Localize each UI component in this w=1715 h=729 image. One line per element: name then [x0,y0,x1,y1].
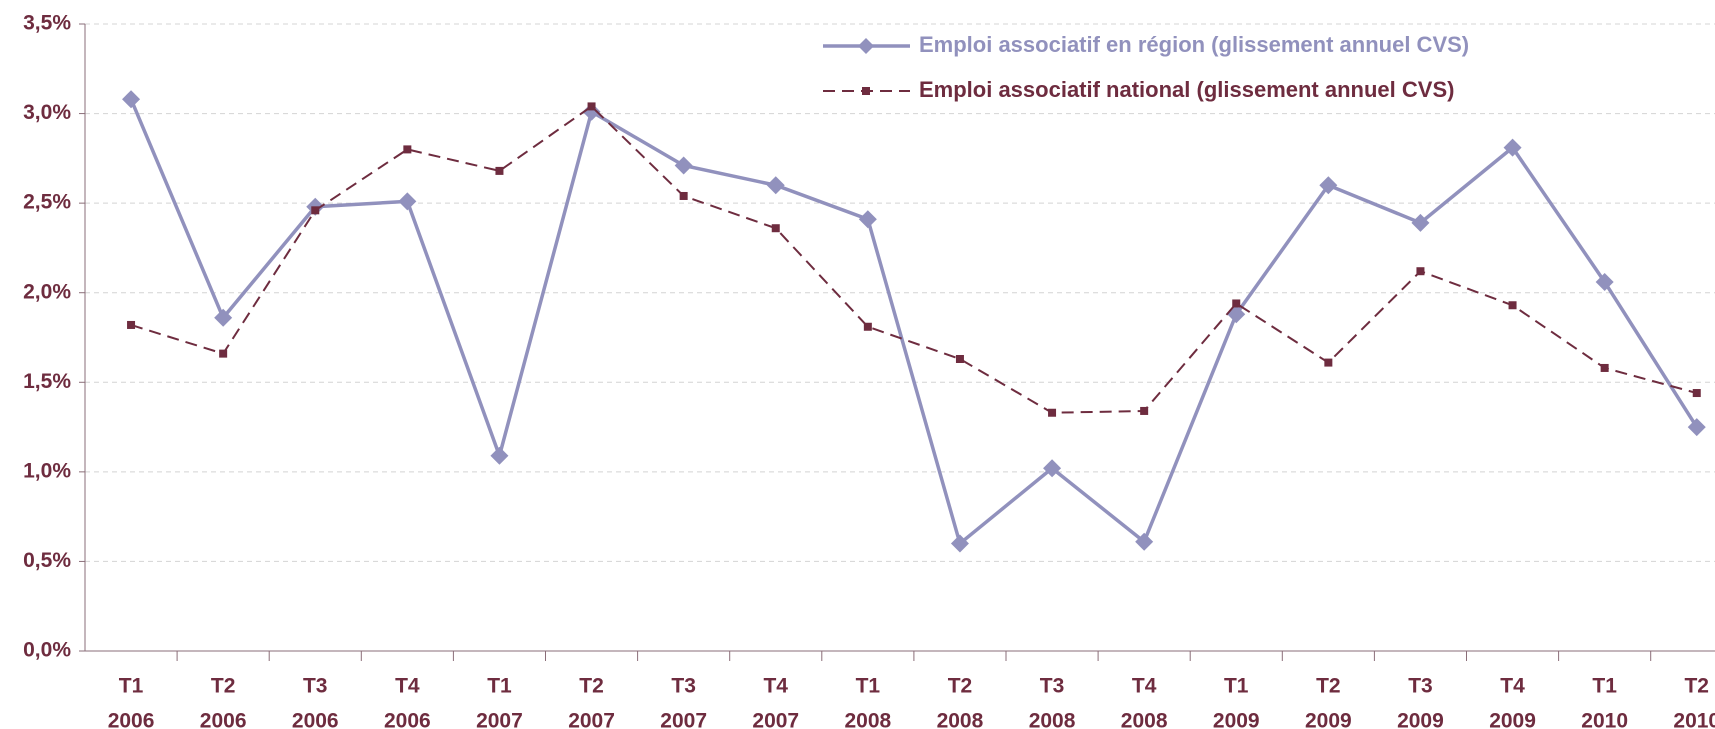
x-tick-label: T4 [395,675,420,698]
x-tick-label: 2008 [937,710,984,729]
x-tick-label: 2009 [1213,710,1260,729]
x-tick-label: T2 [579,675,604,698]
marker [858,210,877,229]
x-tick-label: 2009 [1489,710,1536,729]
marker [582,102,601,121]
marker [122,90,141,109]
marker [1595,272,1614,291]
marker [1692,389,1701,398]
marker [1319,176,1338,195]
marker [1600,363,1609,372]
legend-label: Emploi associatif national (glissement a… [919,77,1454,102]
marker [127,320,136,329]
marker [771,224,780,233]
x-tick-label: T3 [1040,675,1065,698]
marker [1508,301,1517,310]
x-tick-label: 2006 [200,710,247,729]
y-tick-label: 3,5% [23,12,71,35]
x-tick-label: T1 [119,675,144,698]
x-tick-label: 2010 [1673,710,1715,729]
x-tick-label: T2 [948,675,973,698]
marker [766,176,785,195]
series-line [129,98,1699,547]
x-tick-label: 2008 [844,710,891,729]
marker [950,534,969,553]
marker [214,308,233,327]
x-tick-label: T3 [303,675,328,698]
marker [1048,408,1057,417]
marker [1135,532,1154,551]
marker [1416,267,1425,276]
marker [1503,138,1522,157]
x-tick-label: T2 [211,675,236,698]
x-tick-label: 2008 [1121,710,1168,729]
marker [495,166,504,175]
y-tick-label: 3,0% [23,101,71,124]
y-tick-label: 0,0% [23,639,71,662]
legend-marker [858,38,874,54]
y-tick-label: 2,5% [23,191,71,214]
marker [1324,358,1333,367]
x-tick-label: T4 [1132,675,1157,698]
marker [1411,213,1430,232]
marker [955,354,964,363]
x-tick-label: 2009 [1305,710,1352,729]
y-tick-label: 1,5% [23,370,71,393]
x-tick-label: 2009 [1397,710,1444,729]
x-tick-label: T3 [1408,675,1433,698]
marker [219,349,228,358]
x-tick-label: T4 [763,675,788,698]
marker [490,446,509,465]
x-tick-label: 2006 [384,710,431,729]
marker [403,145,412,154]
series-line [130,105,1698,414]
x-tick-label: T2 [1316,675,1341,698]
marker [679,191,688,200]
marker [1232,299,1241,308]
x-tick-label: 2008 [1029,710,1076,729]
x-tick-label: 2010 [1581,710,1628,729]
x-tick-label: 2007 [752,710,799,729]
marker [398,192,417,211]
x-tick-label: T3 [671,675,696,698]
x-tick-label: 2007 [660,710,707,729]
x-tick-label: T4 [1500,675,1525,698]
y-tick-label: 0,5% [23,549,71,572]
x-tick-label: T1 [856,675,881,698]
marker [674,156,693,175]
marker [863,322,872,331]
marker [1043,459,1062,478]
marker [587,102,596,111]
x-tick-label: 2007 [476,710,523,729]
x-tick-label: T1 [1592,675,1617,698]
y-tick-label: 1,0% [23,459,71,482]
y-tick-label: 2,0% [23,280,71,303]
marker [1140,406,1149,415]
x-tick-label: 2007 [568,710,615,729]
x-tick-label: T1 [1224,675,1249,698]
x-tick-label: T2 [1684,675,1709,698]
marker [1687,418,1706,437]
legend-label: Emploi associatif en région (glissement … [919,32,1469,57]
x-tick-label: 2006 [292,710,339,729]
x-tick-label: 2006 [108,710,155,729]
marker [311,206,320,215]
x-tick-label: T1 [487,675,512,698]
legend-marker [862,87,870,95]
